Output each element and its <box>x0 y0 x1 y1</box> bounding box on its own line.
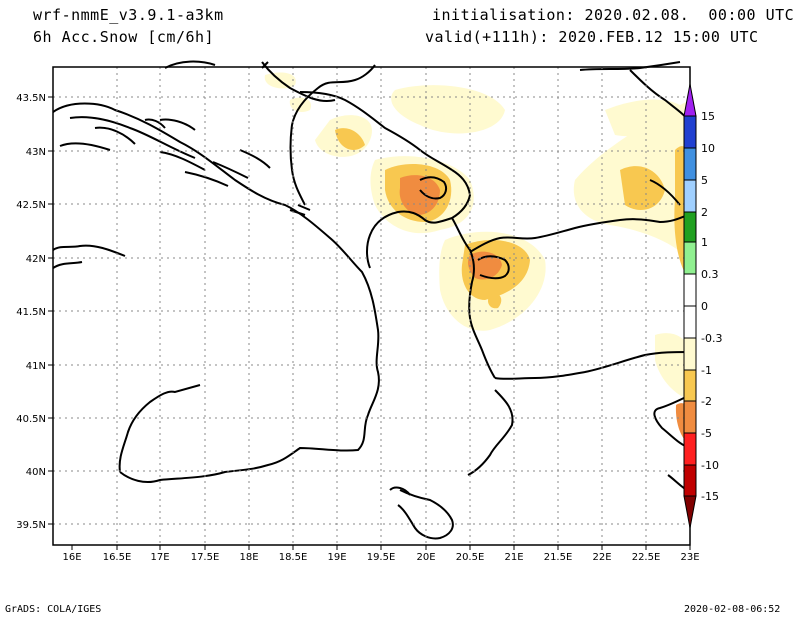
lat-label: 40.5N <box>16 414 46 425</box>
lon-label: 22E <box>592 552 611 563</box>
model-title: wrf-nmmE_v3.9.1-a3km <box>33 6 224 24</box>
legend-label: -5 <box>701 427 712 440</box>
legend-label: -1 <box>701 364 712 377</box>
lon-label: 21E <box>504 552 523 563</box>
legend-swatch <box>683 147 697 181</box>
lon-label: 17.5E <box>191 552 220 563</box>
legend-swatch <box>683 369 697 402</box>
legend-label: 10 <box>701 142 715 155</box>
legend-labels: 15 10 5 2 1 0.3 0 -0.3 -1 -2 -5 -10 -15 <box>701 110 722 503</box>
legend-arrow-top <box>683 83 697 117</box>
lon-label: 18.5E <box>279 552 308 563</box>
lat-label: 43N <box>26 147 46 158</box>
legend-swatch <box>683 241 697 275</box>
legend-swatch <box>683 464 697 497</box>
lon-label: 18E <box>239 552 258 563</box>
valid-time: valid(+111h): 2020.FEB.12 15:00 UTC <box>425 28 759 46</box>
legend-label: 0 <box>701 300 708 313</box>
lon-label: 16.5E <box>103 552 132 563</box>
legend-label: -15 <box>701 490 719 503</box>
footer-timestamp: 2020-02-08-06:52 <box>684 604 781 615</box>
lon-label: 19.5E <box>367 552 396 563</box>
legend-swatch <box>683 211 697 243</box>
legend-label: -0.3 <box>701 332 722 345</box>
lon-label: 23E <box>680 552 699 563</box>
lon-label: 20E <box>416 552 435 563</box>
lon-labels: 16E 16.5E 17E 17.5E 18E 18.5E 19E 19.5E … <box>62 552 699 563</box>
map-frame <box>52 66 691 546</box>
color-legend <box>683 83 697 529</box>
legend-swatch <box>683 115 697 149</box>
lon-label: 21.5E <box>544 552 573 563</box>
lat-labels: 43.5N 43N 42.5N 42N 41.5N 41N 40.5N 40N … <box>16 93 46 531</box>
lat-label: 42N <box>26 254 46 265</box>
lat-label: 41N <box>26 361 46 372</box>
legend-label: -2 <box>701 395 712 408</box>
legend-label: 5 <box>701 174 708 187</box>
legend-label: 1 <box>701 236 708 249</box>
lat-label: 41.5N <box>16 307 46 318</box>
lon-label: 20.5E <box>456 552 485 563</box>
legend-swatch <box>683 432 697 466</box>
init-time: initialisation: 2020.02.08. 00:00 UTC <box>432 6 795 24</box>
graticule <box>53 67 690 545</box>
legend-swatch <box>683 337 697 371</box>
lat-label: 39.5N <box>16 520 46 531</box>
legend-swatch <box>683 273 697 307</box>
field-title: 6h Acc.Snow [cm/6h] <box>33 28 215 46</box>
legend-swatch <box>683 179 697 213</box>
legend-label: -10 <box>701 459 719 472</box>
lon-label: 19E <box>327 552 346 563</box>
legend-label: 0.3 <box>701 268 719 281</box>
lon-label: 17E <box>150 552 169 563</box>
legend-label: 15 <box>701 110 715 123</box>
lon-ticks <box>71 545 691 550</box>
legend-label: 2 <box>701 206 708 219</box>
lon-label: 16E <box>62 552 81 563</box>
snow-shading <box>264 72 690 445</box>
lat-label: 42.5N <box>16 200 46 211</box>
legend-swatch <box>683 400 697 434</box>
legend-arrow-bottom <box>683 495 697 529</box>
lat-ticks <box>48 96 53 525</box>
footer-credit: GrADS: COLA/IGES <box>5 604 102 615</box>
lon-label: 22.5E <box>632 552 661 563</box>
lat-label: 43.5N <box>16 93 46 104</box>
lat-label: 40N <box>26 467 46 478</box>
legend-swatch <box>683 305 697 339</box>
